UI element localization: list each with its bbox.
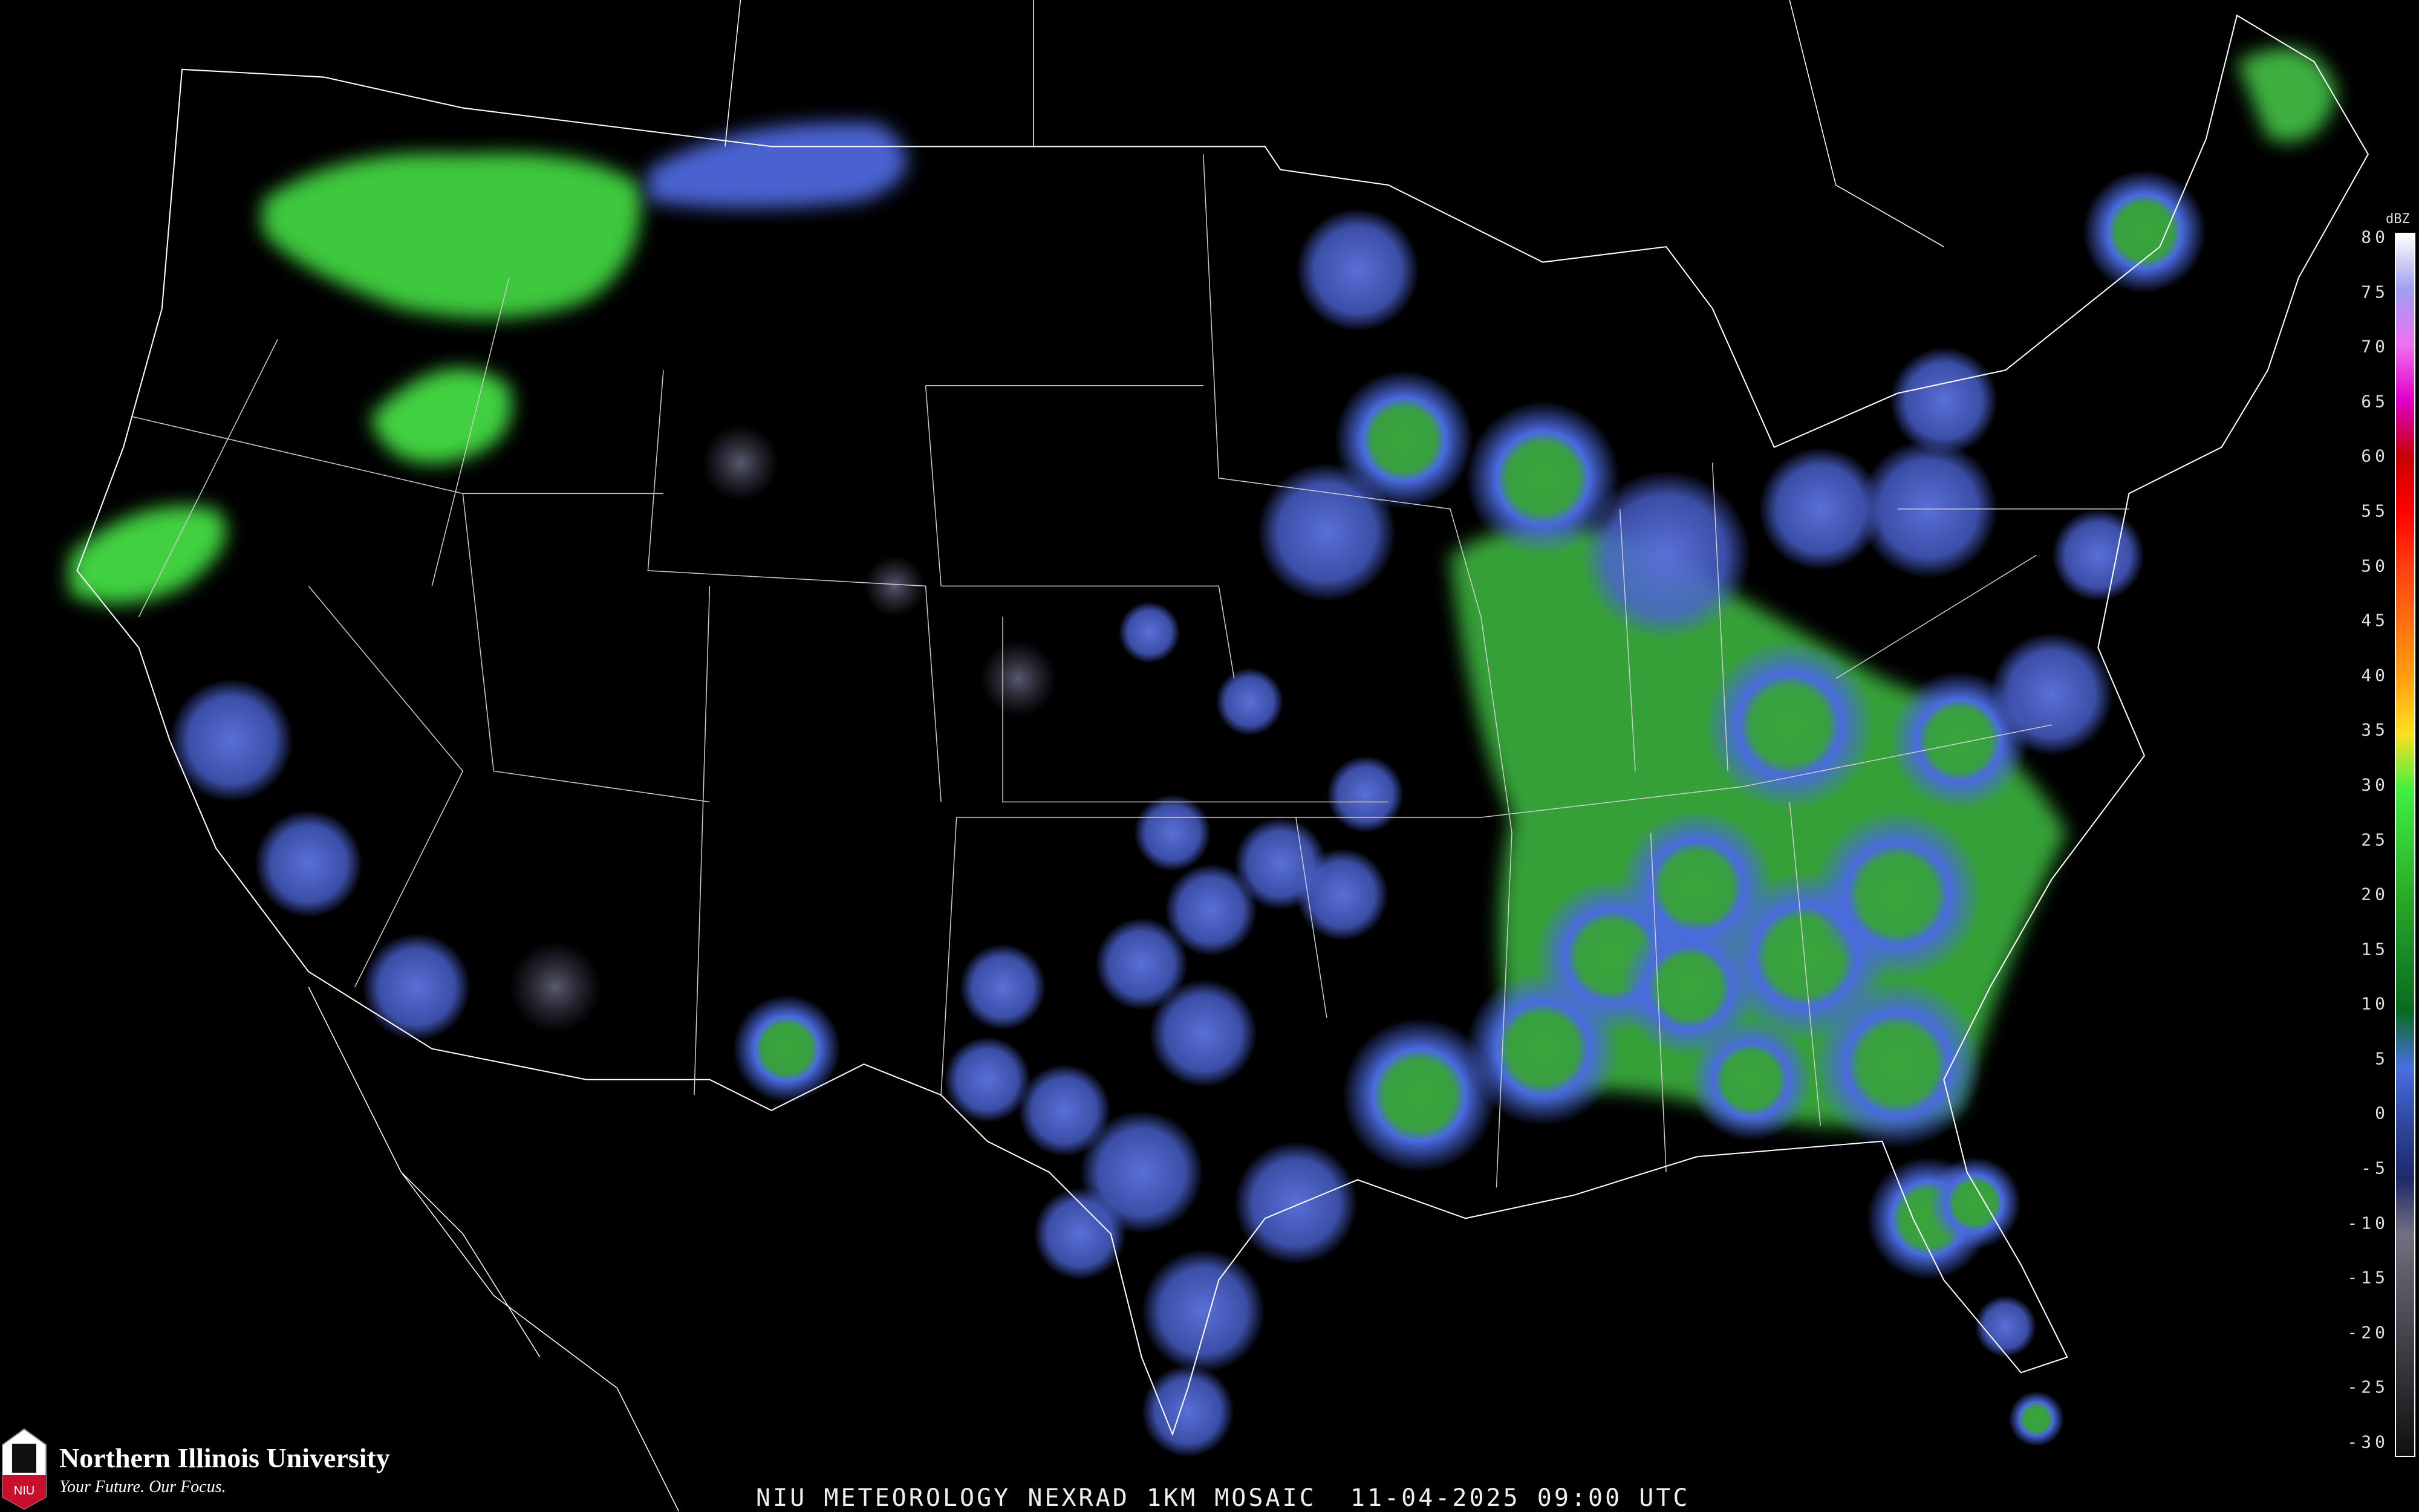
legend-unit: dBZ <box>2386 212 2410 227</box>
map-title: NIU METEOROLOGY NEXRAD 1KM MOSAIC 11-04-… <box>756 1484 1690 1512</box>
us-outline <box>76 14 2369 1436</box>
dbz-color-scale <box>2395 233 2415 1457</box>
radar-site-echoes <box>169 169 2206 1458</box>
legend-tick-label: 20 <box>2361 884 2389 904</box>
university-name: Northern Illinois University <box>59 1442 390 1473</box>
legend-tick-label: -15 <box>2347 1267 2389 1288</box>
legend-labels: 80 75 70 65 60 55 50 45 40 35 30 25 20 15 10 5 0 -5 -10 -15… <box>2334 0 2389 1511</box>
legend-tick-label: -20 <box>2347 1322 2389 1343</box>
legend-tick-label: 60 <box>2361 446 2389 466</box>
legend-tick-label: 0 <box>2375 1103 2389 1123</box>
precipitation-layer <box>69 48 2337 1458</box>
legend-tick-label: 65 <box>2361 391 2389 412</box>
legend-tick-label: -5 <box>2361 1158 2389 1178</box>
university-tagline: Your Future. Our Focus. <box>59 1477 226 1496</box>
legend-tick-label: 35 <box>2361 719 2389 740</box>
legend-tick-label: 80 <box>2361 227 2389 247</box>
legend-tick-label: -25 <box>2347 1377 2389 1397</box>
legend-tick-label: 10 <box>2361 993 2389 1014</box>
legend-tick-label: -10 <box>2347 1213 2389 1233</box>
svg-text:NIU: NIU <box>14 1484 34 1497</box>
legend-tick-label: 75 <box>2361 282 2389 302</box>
legend-tick-label: 55 <box>2361 501 2389 521</box>
mexico-coast <box>308 987 680 1511</box>
legend-tick-label: 25 <box>2361 829 2389 849</box>
legend-tick-label: 5 <box>2375 1048 2389 1069</box>
legend-tick-label: 30 <box>2361 774 2389 795</box>
niu-shield-icon: NIU <box>2 1428 47 1510</box>
legend-tick-label: 15 <box>2361 939 2389 959</box>
legend-tick-label: 40 <box>2361 665 2389 686</box>
state-lines <box>131 154 2129 1188</box>
legend-tick-label: 45 <box>2361 610 2389 631</box>
legend-tick-label: -30 <box>2347 1432 2389 1452</box>
legend-tick-label: 50 <box>2361 556 2389 576</box>
boundaries <box>76 0 2369 1511</box>
niu-logo: NIU Northern Illinois University Your Fu… <box>0 1427 390 1511</box>
legend-tick-label: 70 <box>2361 336 2389 357</box>
canada-border-lines <box>724 0 1944 247</box>
